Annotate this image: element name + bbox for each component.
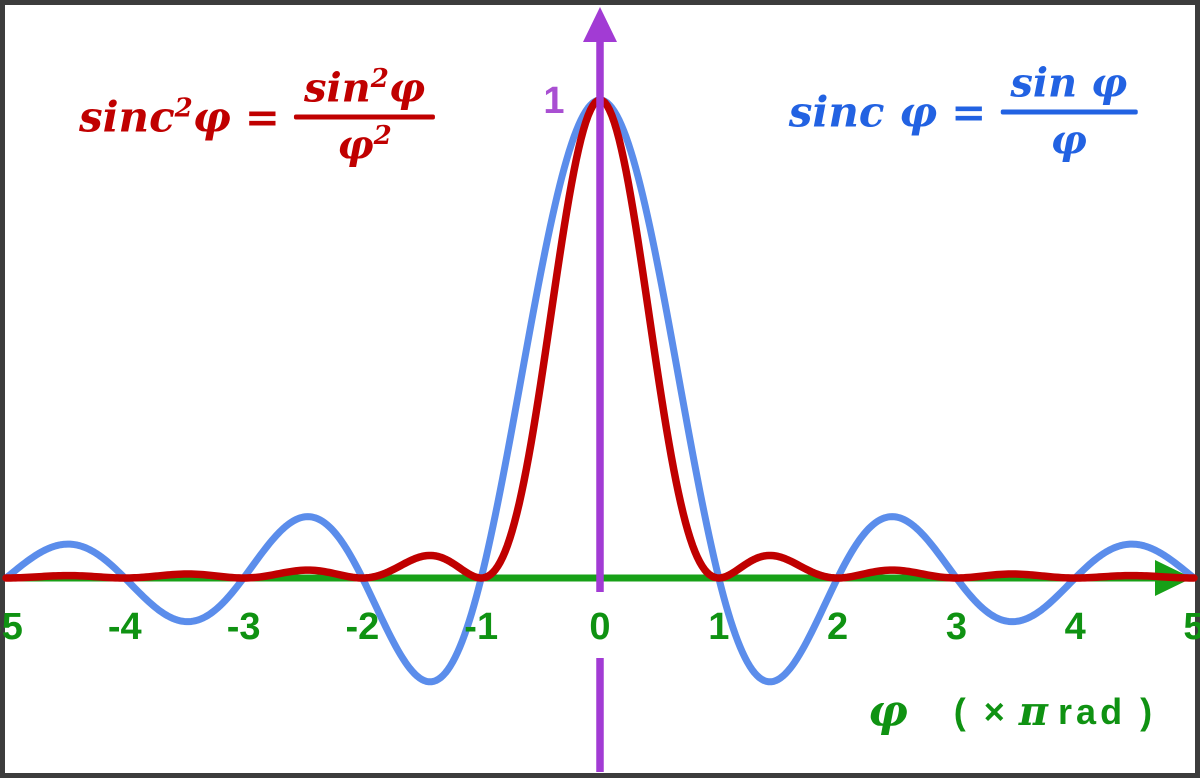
pi-symbol: π [1018, 688, 1049, 735]
x-tick-label: 2 [827, 606, 849, 648]
y-axis [583, 7, 617, 772]
x-tick-label: -4 [107, 606, 142, 648]
x-tick-label: 4 [1064, 606, 1086, 648]
formula-sinc-squared: sinc2φ = sin2φ φ2 [78, 64, 436, 169]
x-axis-title-close: rad ) [1058, 691, 1157, 732]
x-tick-label: -1 [464, 606, 499, 648]
phi-symbol: φ [867, 686, 908, 737]
x-tick-label: 3 [945, 606, 967, 648]
formula-sinc: sinc φ = sin φ φ [788, 59, 1138, 164]
fraction-bar [1000, 109, 1138, 115]
fraction-denominator: φ [1050, 116, 1087, 164]
y-max-value-label: 1 [543, 80, 565, 122]
x-tick-label: 1 [708, 606, 730, 648]
y-axis-arrowhead-icon [583, 7, 617, 42]
x-axis-title: φ ( × π rad ) [868, 690, 1156, 734]
x-tick-label: 5 [1183, 606, 1200, 648]
formula-sinc-squared-lhs: sinc2φ [78, 92, 231, 141]
x-tick-label: -3 [226, 606, 261, 648]
x-tick-label: -2 [345, 606, 380, 648]
fraction-numerator: sin2φ [303, 64, 426, 112]
fraction-bar [293, 114, 436, 120]
equals-sign: = [951, 87, 987, 136]
fraction: sin2φ φ2 [293, 64, 436, 169]
x-tick-label: 0 [589, 606, 611, 648]
x-axis-title-open: ( × [953, 691, 1009, 732]
fraction-numerator: sin φ [1010, 59, 1128, 107]
x-tick-label: -5 [0, 606, 23, 648]
fraction: sin φ φ [1000, 59, 1138, 164]
equals-sign: = [244, 92, 280, 141]
fraction-denominator: φ2 [337, 121, 392, 169]
formula-sinc-lhs: sinc φ [788, 87, 938, 136]
